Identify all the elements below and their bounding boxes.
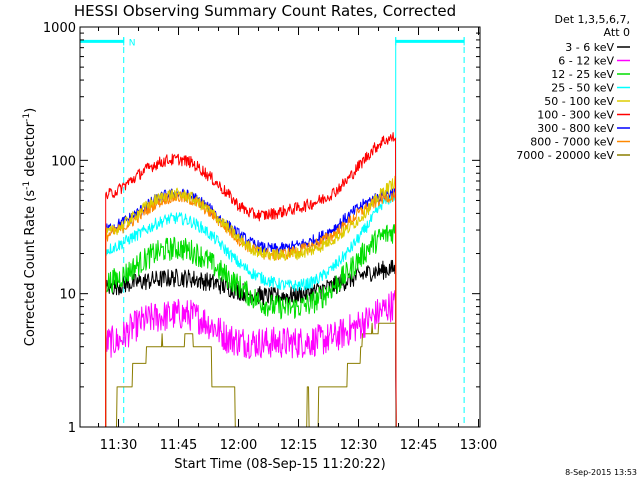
chart-title: HESSI Observing Summary Count Rates, Cor… xyxy=(74,2,456,20)
y-tick-label: 10 xyxy=(59,288,76,303)
legend-entry-label: 7000 - 20000 keV xyxy=(516,149,614,162)
y-tick-label: 100 xyxy=(51,154,76,169)
legend-entry-label: 800 - 7000 keV xyxy=(530,136,614,149)
y-axis-label-mid: detector xyxy=(23,121,38,181)
legend-entry-label: 12 - 25 keV xyxy=(551,68,614,81)
series-line xyxy=(105,190,397,428)
legend-header-line2: Att 0 xyxy=(604,26,630,39)
series-line xyxy=(105,224,397,428)
series-layer xyxy=(105,132,397,428)
x-tick-label: 12:45 xyxy=(400,438,437,453)
y-axis-label-sup1: -1 xyxy=(22,181,32,190)
legend-header-line1: Det 1,3,5,6,7, xyxy=(554,13,630,26)
x-axis-label: Start Time (08-Sep-15 11:20:22) xyxy=(174,457,385,472)
footer-timestamp: 8-Sep-2015 13:53 xyxy=(565,468,637,477)
y-axis-label: Corrected Count Rate (s-1 detector-1) xyxy=(22,108,38,346)
legend-entry-label: 3 - 6 keV xyxy=(565,41,614,54)
series-line xyxy=(105,132,397,428)
x-tick-label: 11:45 xyxy=(160,438,197,453)
series-line xyxy=(105,259,397,428)
legend-entry-label: 50 - 100 keV xyxy=(544,95,614,108)
series-line xyxy=(105,175,397,428)
series-line xyxy=(105,322,397,428)
legend-entry-label: 100 - 300 keV xyxy=(537,109,614,122)
y-axis-label-sup2: -1 xyxy=(22,113,32,122)
y-tick-label: 1 xyxy=(68,421,76,436)
legend-entry-label: 6 - 12 keV xyxy=(558,55,614,68)
y-tick-label: 1000 xyxy=(43,21,76,36)
x-tick-label: 12:15 xyxy=(280,438,317,453)
y-axis-label-end: ) xyxy=(23,108,38,113)
x-tick-label: 12:00 xyxy=(220,438,257,453)
axes-layer: 11:30 11:45 12:00 12:15 12:30 12:45 13:00 1 10 10… xyxy=(43,21,497,453)
legend-entry-label: 25 - 50 keV xyxy=(551,82,614,95)
plot-frame xyxy=(79,26,481,428)
y-axis-label-main: Corrected Count Rate (s xyxy=(23,190,38,347)
series-line xyxy=(105,290,397,428)
saa-flag-label: N xyxy=(129,38,136,48)
x-tick-label: 11:30 xyxy=(100,438,137,453)
x-tick-label: 12:30 xyxy=(340,438,377,453)
x-tick-label: 13:00 xyxy=(460,438,497,453)
legend-entry-label: 300 - 800 keV xyxy=(537,122,614,135)
